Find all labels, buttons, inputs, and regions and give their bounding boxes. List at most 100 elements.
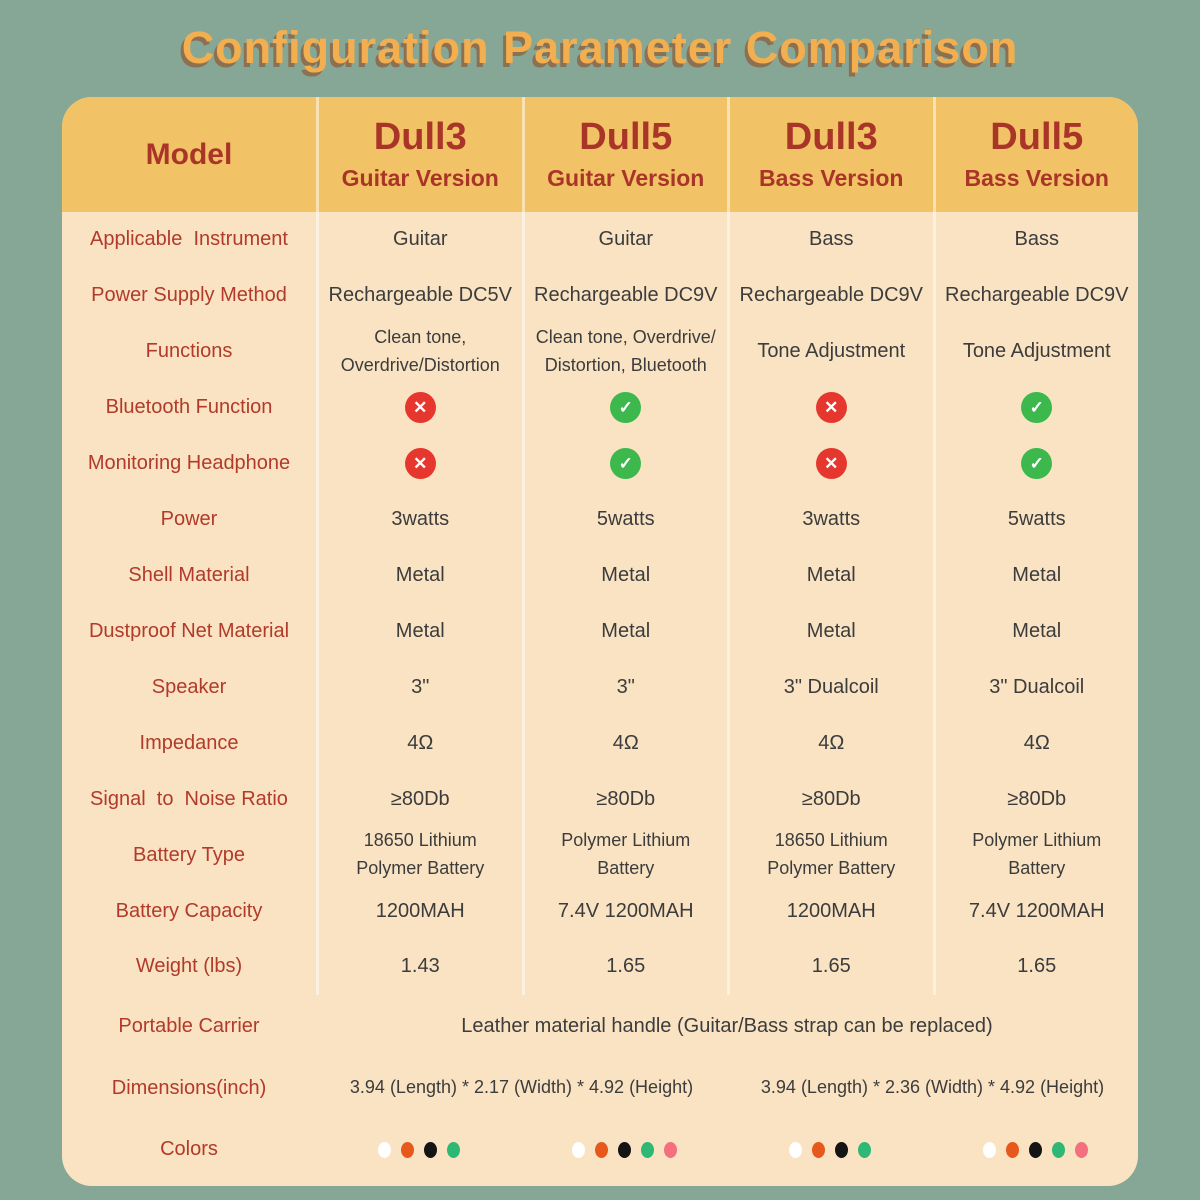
table-cell: Clean tone, Overdrive/Distortion: [316, 323, 522, 380]
table-row: Battery Capacity 1200MAH 7.4V 1200MAH 1200M…: [62, 883, 1138, 939]
color-dot: [663, 1141, 677, 1158]
table-cell: 5watts: [932, 491, 1139, 548]
color-swatch-cell: [522, 1127, 728, 1172]
header-column: Dull5 Guitar Version: [521, 97, 728, 212]
check-icon: ✓: [610, 448, 642, 480]
table-cell: 3watts: [727, 491, 933, 548]
table-cell: Clean tone, Overdrive/ Distortion, Bluet…: [521, 323, 728, 380]
table-cell: 1200MAH: [727, 883, 933, 939]
table-cell: Rechargeable DC9V: [521, 267, 728, 324]
table-cell: ✕: [727, 379, 933, 436]
color-dot: [594, 1141, 608, 1158]
table-row: Impedance 4Ω 4Ω 4Ω 4Ω: [62, 715, 1138, 772]
table-cell: 18650 Lithium Polymer Battery: [316, 827, 522, 884]
row-label: Battery Capacity: [115, 899, 263, 922]
color-dot: [1005, 1141, 1019, 1158]
color-dot: [446, 1141, 460, 1158]
table-cell: ≥80Db: [727, 771, 933, 828]
model-name: Dull5: [990, 116, 1084, 159]
table-cell: 1.43: [316, 938, 522, 995]
dimensions-bass-value: 3.94 (Length) * 2.36 (Width) * 4.92 (Hei…: [760, 1077, 1105, 1098]
table-row: Power Supply Method Rechargeable DC5V Rech…: [62, 267, 1139, 324]
version-label: Bass Version: [964, 164, 1109, 191]
table-cell: ✕: [316, 379, 522, 436]
table-cell: Rechargeable DC5V: [316, 267, 522, 324]
table-cell: Metal: [316, 547, 522, 604]
check-icon: ✓: [1021, 448, 1053, 480]
row-label: Impedance: [139, 731, 239, 754]
color-dot: [617, 1141, 631, 1158]
table-cell: 7.4V 1200MAH: [521, 883, 728, 939]
header-column: Dull5 Bass Version: [932, 97, 1139, 212]
row-label: Functions: [145, 340, 233, 363]
table-row: Battery Type 18650 Lithium Polymer Batter…: [62, 827, 1139, 884]
table-row: Weight (lbs) 1.43 1.65 1.65 1.65: [62, 938, 1138, 995]
version-label: Guitar Version: [547, 164, 705, 191]
color-dot: [788, 1141, 802, 1158]
color-dot: [423, 1141, 437, 1158]
table-cell: 3watts: [316, 491, 522, 548]
table-cell: ✕: [316, 435, 522, 492]
table-cell: 7.4V 1200MAH: [932, 883, 1139, 939]
row-label: Speaker: [151, 675, 227, 698]
dimensions-row: Dimensions(inch) 3.94 (Length) * 2.17 (W…: [62, 1057, 1138, 1119]
color-dot: [857, 1141, 871, 1158]
table-cell: Guitar: [521, 212, 728, 268]
table-row: Functions Clean tone, Overdrive/Distortio…: [62, 323, 1138, 380]
table-cell: Bass: [727, 212, 933, 268]
table-cell: 3": [316, 659, 522, 716]
table-cell: Guitar: [316, 212, 522, 268]
table-body: Applicable Instrument Guitar Guitar Bass Bas…: [62, 212, 1138, 995]
comparison-table: Model Dull3 Guitar Version Dull5 Guitar Ver…: [62, 97, 1138, 1186]
table-cell: Polymer Lithium Battery: [932, 827, 1139, 884]
table-row: Power 3watts 5watts 3watts 5watts: [62, 491, 1139, 548]
table-cell: Metal: [521, 603, 728, 660]
table-cell: ≥80Db: [316, 771, 522, 828]
header-column: Dull3 Bass Version: [727, 97, 933, 212]
page-title: Configuration Parameter Comparison: [181, 22, 1019, 73]
version-label: Guitar Version: [341, 164, 499, 191]
table-cell: 3": [521, 659, 728, 716]
table-row: Shell Material Metal Metal Metal Metal: [62, 547, 1138, 604]
table-cell: Rechargeable DC9V: [932, 267, 1139, 324]
color-dot-group: [788, 1141, 871, 1158]
cross-icon: ✕: [404, 392, 436, 424]
table-cell: 4Ω: [521, 715, 728, 772]
check-icon: ✓: [610, 392, 642, 424]
table-cell: Rechargeable DC9V: [727, 267, 933, 324]
model-name: Dull5: [579, 116, 673, 159]
header-model-cell: Model: [145, 137, 233, 171]
color-dot: [377, 1141, 391, 1158]
color-dot: [400, 1141, 414, 1158]
table-row: Monitoring Headphone ✕ ✓ ✕ ✓: [62, 435, 1138, 492]
table-cell: ≥80Db: [521, 771, 728, 828]
color-dot: [571, 1141, 585, 1158]
table-cell: 4Ω: [316, 715, 522, 772]
table-row: Bluetooth Function ✕ ✓ ✕ ✓: [62, 379, 1138, 436]
table-cell: Metal: [316, 603, 522, 660]
table-cell: ✓: [521, 435, 728, 492]
cross-icon: ✕: [404, 448, 436, 480]
table-cell: 5watts: [521, 491, 728, 548]
row-label: Dustproof Net Material: [88, 619, 290, 642]
table-cell: 3" Dualcoil: [727, 659, 933, 716]
table-cell: 1.65: [727, 938, 933, 995]
color-dot-group: [982, 1141, 1088, 1158]
table-row: Speaker 3" 3" 3" Dualcoil 3" Dualcoil: [62, 659, 1138, 716]
table-cell: ≥80Db: [932, 771, 1139, 828]
table-cell: Tone Adjustment: [727, 323, 933, 380]
table-row: Applicable Instrument Guitar Guitar Bass Bas…: [62, 212, 1138, 268]
row-label: Colors: [160, 1138, 218, 1160]
row-label: Dimensions(inch): [111, 1076, 267, 1099]
color-dot-group: [571, 1141, 677, 1158]
model-name: Dull3: [784, 116, 878, 159]
table-cell: 4Ω: [727, 715, 933, 772]
table-cell: 18650 Lithium Polymer Battery: [727, 827, 933, 884]
color-dot: [811, 1141, 825, 1158]
table-cell: Metal: [932, 603, 1139, 660]
color-swatch-cell: [316, 1127, 522, 1172]
colors-row: Colors: [62, 1119, 1138, 1186]
table-header: Model Dull3 Guitar Version Dull5 Guitar Ver…: [62, 97, 1138, 212]
row-label: Monitoring Headphone: [87, 452, 291, 475]
